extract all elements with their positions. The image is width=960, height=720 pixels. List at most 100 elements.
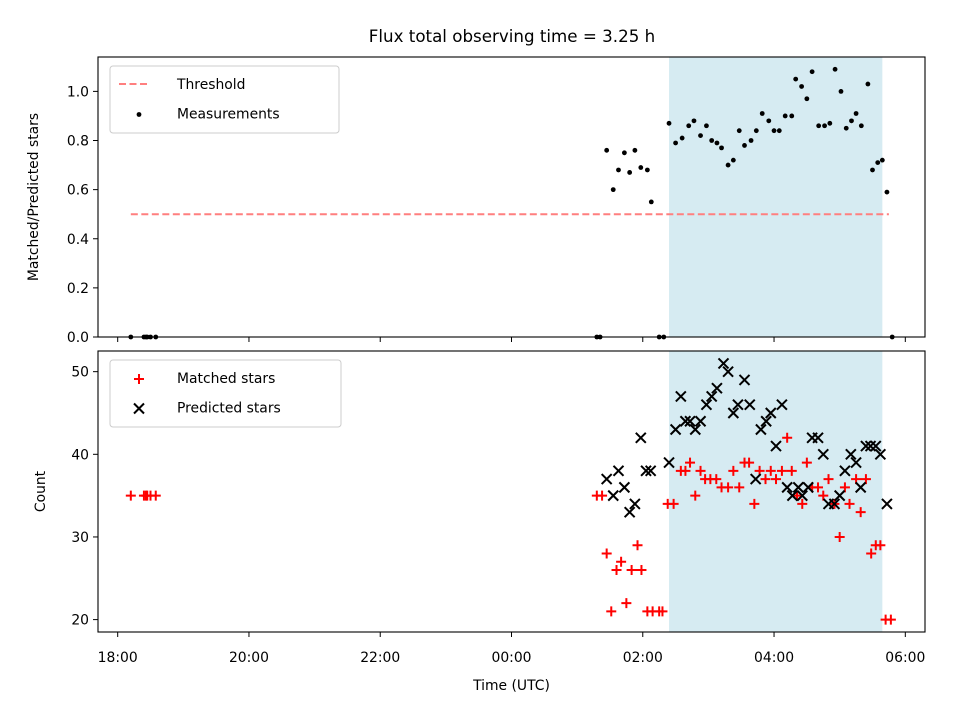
legend-label: Measurements bbox=[177, 107, 280, 123]
data-point bbox=[749, 473, 762, 485]
data-point bbox=[644, 465, 657, 477]
data-point bbox=[680, 465, 691, 476]
data-point bbox=[663, 456, 675, 469]
data-point bbox=[844, 498, 855, 509]
data-point bbox=[801, 457, 812, 468]
y-tick-label: 30 bbox=[71, 530, 89, 546]
data-point bbox=[616, 556, 627, 567]
data-point bbox=[618, 481, 631, 494]
y-tick-label: 20 bbox=[71, 613, 89, 629]
data-point bbox=[714, 140, 720, 146]
data-point bbox=[782, 432, 793, 443]
data-point bbox=[691, 118, 697, 124]
data-point bbox=[879, 157, 885, 163]
data-point bbox=[849, 118, 854, 124]
data-point bbox=[870, 167, 875, 173]
data-point bbox=[755, 423, 767, 436]
data-point bbox=[839, 482, 850, 493]
data-point bbox=[881, 498, 893, 510]
data-point bbox=[711, 474, 722, 485]
data-point bbox=[792, 481, 805, 494]
data-point bbox=[722, 365, 734, 378]
data-point bbox=[636, 565, 647, 576]
x-tick-label: 06:00 bbox=[885, 650, 925, 666]
data-point bbox=[816, 123, 822, 129]
data-point bbox=[657, 606, 668, 617]
y-axis-label: Count bbox=[33, 470, 49, 512]
data-point bbox=[760, 415, 772, 427]
data-point bbox=[125, 490, 136, 501]
data-point bbox=[626, 565, 637, 576]
legend-label: Matched stars bbox=[177, 371, 275, 387]
x-tick-label: 18:00 bbox=[98, 650, 138, 666]
legend-label: Predicted stars bbox=[177, 401, 281, 417]
data-point bbox=[686, 123, 692, 129]
data-point bbox=[749, 498, 760, 509]
data-point bbox=[789, 113, 795, 119]
data-point bbox=[700, 399, 713, 411]
data-point bbox=[875, 160, 881, 166]
data-point bbox=[828, 498, 841, 510]
data-point bbox=[673, 140, 678, 146]
data-point bbox=[809, 69, 815, 75]
observing-window-shade bbox=[669, 57, 883, 337]
data-point bbox=[621, 598, 632, 609]
data-point bbox=[600, 473, 613, 485]
legend: Matched stars Predicted stars bbox=[109, 359, 342, 428]
data-point bbox=[607, 489, 619, 502]
data-point bbox=[776, 465, 787, 476]
y-tick-label: 40 bbox=[71, 447, 89, 463]
data-point bbox=[845, 448, 857, 461]
observing-window-shade bbox=[669, 351, 883, 632]
data-point bbox=[850, 456, 862, 469]
x-tick-label: 22:00 bbox=[360, 650, 400, 666]
data-point bbox=[623, 506, 636, 518]
data-point bbox=[770, 440, 782, 452]
data-point bbox=[843, 125, 849, 131]
data-point bbox=[684, 415, 696, 427]
legend-swatch bbox=[136, 112, 142, 117]
data-point bbox=[709, 138, 715, 143]
data-point bbox=[759, 111, 765, 116]
data-point bbox=[854, 481, 867, 494]
data-point bbox=[668, 498, 679, 509]
data-point bbox=[748, 138, 754, 143]
data-point bbox=[864, 440, 877, 452]
data-point bbox=[606, 606, 617, 617]
data-point bbox=[786, 465, 797, 476]
data-point bbox=[860, 474, 871, 485]
data-point bbox=[666, 120, 672, 126]
data-point bbox=[823, 474, 834, 485]
data-point bbox=[629, 498, 641, 510]
data-point bbox=[822, 123, 827, 129]
data-point bbox=[694, 415, 707, 427]
data-point bbox=[760, 474, 771, 485]
data-point bbox=[730, 157, 736, 163]
data-point bbox=[627, 170, 633, 175]
data-point bbox=[635, 432, 647, 444]
data-point bbox=[771, 128, 777, 134]
y-tick-label: 0.8 bbox=[67, 134, 89, 150]
data-point bbox=[725, 162, 731, 168]
series-measurements bbox=[128, 66, 895, 340]
y-tick-label: 0.0 bbox=[67, 330, 89, 346]
x-tick-label: 02:00 bbox=[623, 650, 663, 666]
data-point bbox=[753, 128, 759, 134]
y-tick-label: 0.6 bbox=[67, 183, 89, 199]
data-point bbox=[744, 457, 755, 468]
legend: Threshold Measurements bbox=[109, 65, 340, 134]
legend-box bbox=[109, 65, 340, 134]
data-point bbox=[612, 465, 625, 477]
data-point bbox=[765, 407, 777, 419]
data-point bbox=[685, 457, 696, 468]
x-tick-label: 00:00 bbox=[491, 650, 531, 666]
data-point bbox=[865, 81, 871, 87]
data-point bbox=[611, 565, 622, 576]
data-point bbox=[732, 399, 744, 411]
data-point bbox=[738, 374, 751, 386]
data-point bbox=[874, 448, 887, 461]
data-point bbox=[817, 448, 829, 461]
data-point bbox=[885, 614, 896, 625]
data-point bbox=[736, 128, 742, 134]
data-point bbox=[150, 490, 161, 501]
